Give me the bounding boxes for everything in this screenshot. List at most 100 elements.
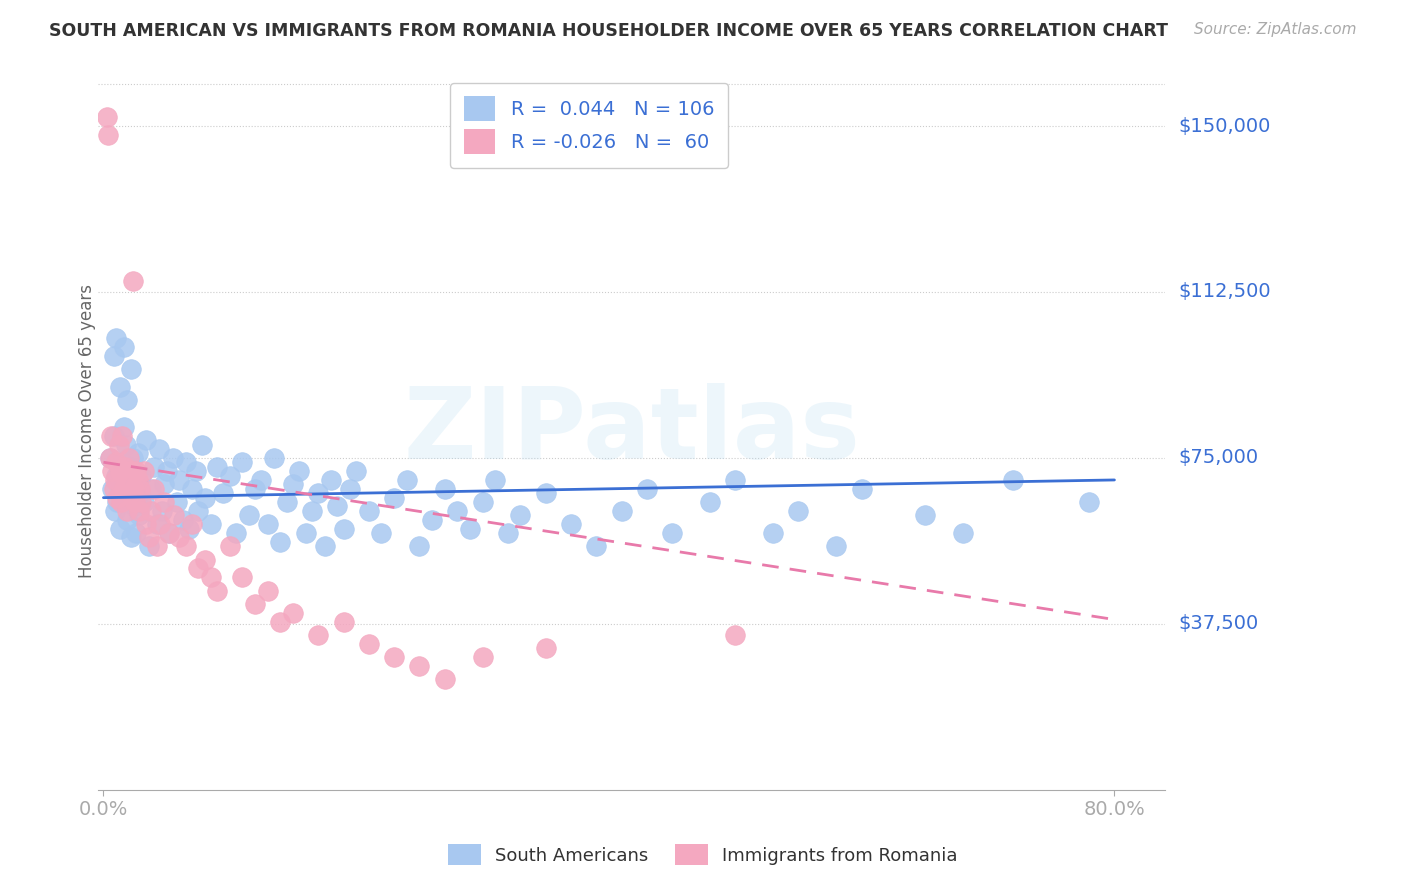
Point — [180, 517, 202, 532]
Point — [269, 615, 291, 629]
Point — [157, 526, 180, 541]
Text: $150,000: $150,000 — [1178, 117, 1271, 136]
Point — [112, 482, 135, 496]
Point — [263, 450, 285, 465]
Point — [534, 486, 557, 500]
Point — [120, 464, 142, 478]
Point — [307, 628, 329, 642]
Point — [132, 495, 155, 509]
Point — [724, 628, 747, 642]
Point — [121, 274, 143, 288]
Point — [851, 482, 873, 496]
Point — [952, 526, 974, 541]
Point — [382, 649, 405, 664]
Point — [471, 649, 494, 664]
Point — [471, 495, 494, 509]
Point — [433, 482, 456, 496]
Point — [111, 455, 134, 469]
Point — [103, 349, 125, 363]
Point — [395, 473, 418, 487]
Point — [105, 491, 128, 505]
Point — [585, 539, 607, 553]
Point — [145, 539, 167, 553]
Point — [122, 482, 145, 496]
Point — [153, 477, 176, 491]
Point — [339, 482, 361, 496]
Point — [288, 464, 311, 478]
Point — [218, 468, 240, 483]
Point — [114, 491, 136, 505]
Point — [281, 477, 304, 491]
Point — [914, 508, 936, 523]
Point — [344, 464, 367, 478]
Point — [231, 455, 253, 469]
Point — [118, 450, 141, 465]
Y-axis label: Householder Income Over 65 years: Householder Income Over 65 years — [79, 285, 96, 578]
Point — [118, 486, 141, 500]
Point — [269, 534, 291, 549]
Point — [326, 500, 349, 514]
Point — [787, 504, 810, 518]
Point — [205, 583, 228, 598]
Point — [157, 526, 180, 541]
Point — [1002, 473, 1025, 487]
Point — [131, 495, 153, 509]
Point — [153, 495, 176, 509]
Point — [243, 597, 266, 611]
Point — [108, 380, 131, 394]
Point — [166, 495, 188, 509]
Point — [100, 428, 122, 442]
Point — [118, 459, 141, 474]
Point — [105, 331, 128, 345]
Point — [200, 517, 222, 532]
Point — [357, 504, 380, 518]
Point — [484, 473, 506, 487]
Point — [370, 526, 392, 541]
Point — [458, 522, 481, 536]
Point — [724, 473, 747, 487]
Point — [509, 508, 531, 523]
Point — [104, 504, 127, 518]
Point — [205, 459, 228, 474]
Point — [636, 482, 658, 496]
Point — [212, 486, 235, 500]
Text: $37,500: $37,500 — [1178, 615, 1260, 633]
Point — [256, 517, 278, 532]
Point — [115, 473, 138, 487]
Point — [135, 517, 157, 532]
Point — [111, 428, 134, 442]
Point — [143, 482, 166, 496]
Point — [120, 531, 142, 545]
Point — [129, 486, 152, 500]
Point — [105, 468, 128, 483]
Point — [138, 539, 160, 553]
Point — [357, 637, 380, 651]
Legend: R =  0.044   N = 106, R = -0.026   N =  60: R = 0.044 N = 106, R = -0.026 N = 60 — [450, 83, 728, 168]
Point — [193, 552, 215, 566]
Point — [281, 606, 304, 620]
Point — [96, 110, 118, 124]
Point — [433, 672, 456, 686]
Point — [115, 437, 138, 451]
Point — [314, 539, 336, 553]
Point — [101, 464, 124, 478]
Point — [250, 473, 273, 487]
Point — [124, 473, 146, 487]
Point — [98, 450, 121, 465]
Point — [141, 482, 163, 496]
Point — [120, 362, 142, 376]
Point — [180, 482, 202, 496]
Text: $112,500: $112,500 — [1178, 283, 1271, 301]
Point — [150, 504, 173, 518]
Point — [110, 482, 132, 496]
Point — [408, 539, 430, 553]
Point — [112, 340, 135, 354]
Point — [332, 615, 354, 629]
Point — [162, 450, 184, 465]
Point — [187, 504, 209, 518]
Point — [238, 508, 260, 523]
Text: Source: ZipAtlas.com: Source: ZipAtlas.com — [1194, 22, 1357, 37]
Point — [117, 393, 139, 408]
Point — [382, 491, 405, 505]
Point — [156, 464, 179, 478]
